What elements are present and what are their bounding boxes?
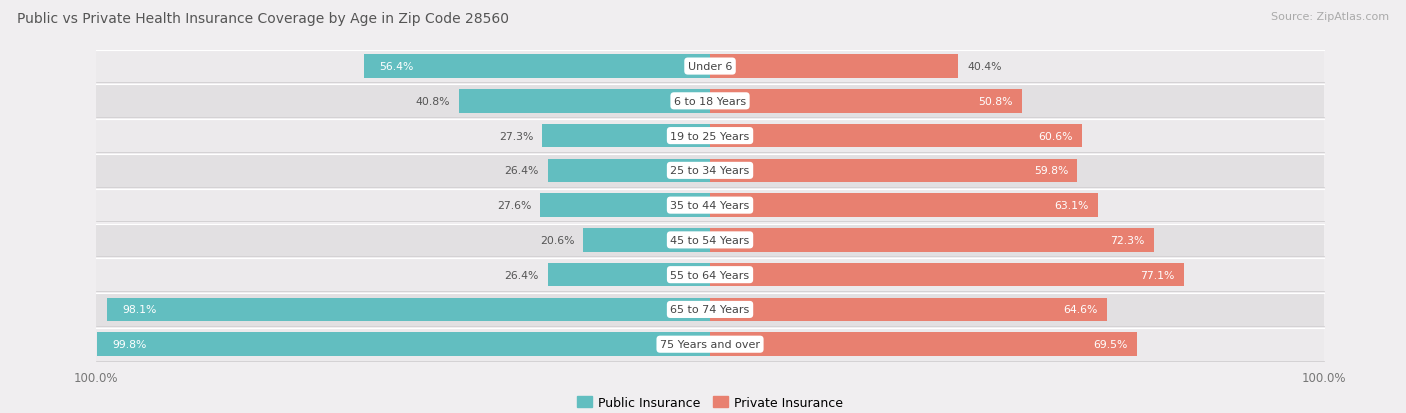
- Bar: [96, 328, 1324, 361]
- Text: 27.3%: 27.3%: [499, 131, 533, 141]
- Text: 19 to 25 Years: 19 to 25 Years: [671, 131, 749, 141]
- Text: 25 to 34 Years: 25 to 34 Years: [671, 166, 749, 176]
- Bar: [97, 332, 710, 356]
- Text: 35 to 44 Years: 35 to 44 Years: [671, 201, 749, 211]
- Text: 26.4%: 26.4%: [505, 166, 538, 176]
- Text: 65 to 74 Years: 65 to 74 Years: [671, 305, 749, 315]
- Text: 20.6%: 20.6%: [540, 235, 574, 245]
- Bar: [107, 298, 710, 321]
- Text: 40.8%: 40.8%: [416, 97, 450, 107]
- Text: Source: ZipAtlas.com: Source: ZipAtlas.com: [1271, 12, 1389, 22]
- Bar: [548, 263, 710, 287]
- Bar: [710, 55, 959, 79]
- Bar: [96, 154, 1324, 187]
- Bar: [460, 90, 710, 114]
- Text: 98.1%: 98.1%: [122, 305, 157, 315]
- Legend: Public Insurance, Private Insurance: Public Insurance, Private Insurance: [572, 391, 848, 413]
- Bar: [364, 55, 710, 79]
- Bar: [96, 224, 1324, 256]
- Text: 40.4%: 40.4%: [967, 62, 1002, 72]
- Bar: [96, 85, 1324, 118]
- Bar: [710, 263, 1184, 287]
- Text: Under 6: Under 6: [688, 62, 733, 72]
- Text: 77.1%: 77.1%: [1140, 270, 1174, 280]
- Text: 72.3%: 72.3%: [1111, 235, 1144, 245]
- Bar: [540, 194, 710, 217]
- Text: 99.8%: 99.8%: [112, 339, 146, 349]
- Bar: [548, 159, 710, 183]
- Text: 75 Years and over: 75 Years and over: [659, 339, 761, 349]
- Bar: [583, 228, 710, 252]
- Bar: [96, 293, 1324, 326]
- Bar: [96, 51, 1324, 83]
- Text: 63.1%: 63.1%: [1054, 201, 1088, 211]
- Text: 6 to 18 Years: 6 to 18 Years: [673, 97, 747, 107]
- Text: 26.4%: 26.4%: [505, 270, 538, 280]
- Bar: [710, 124, 1083, 148]
- Text: 27.6%: 27.6%: [496, 201, 531, 211]
- Text: 55 to 64 Years: 55 to 64 Years: [671, 270, 749, 280]
- Text: 60.6%: 60.6%: [1039, 131, 1073, 141]
- Text: Public vs Private Health Insurance Coverage by Age in Zip Code 28560: Public vs Private Health Insurance Cover…: [17, 12, 509, 26]
- Text: 50.8%: 50.8%: [979, 97, 1012, 107]
- Bar: [710, 298, 1107, 321]
- Text: 59.8%: 59.8%: [1033, 166, 1069, 176]
- Bar: [543, 124, 710, 148]
- Text: 69.5%: 69.5%: [1094, 339, 1128, 349]
- Text: 56.4%: 56.4%: [380, 62, 413, 72]
- Bar: [710, 90, 1022, 114]
- Bar: [710, 194, 1098, 217]
- Text: 64.6%: 64.6%: [1063, 305, 1098, 315]
- Bar: [96, 259, 1324, 291]
- Bar: [710, 159, 1077, 183]
- Bar: [710, 332, 1137, 356]
- Bar: [96, 120, 1324, 152]
- Bar: [96, 189, 1324, 222]
- Bar: [710, 228, 1154, 252]
- Text: 45 to 54 Years: 45 to 54 Years: [671, 235, 749, 245]
